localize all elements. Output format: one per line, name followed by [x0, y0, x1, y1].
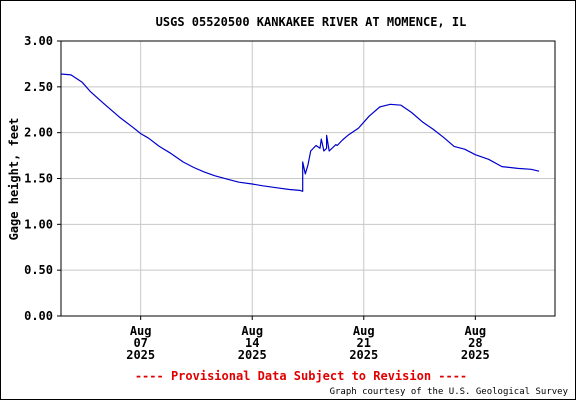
x-tick-label: 07	[133, 336, 147, 350]
y-tick-label: 1.00	[24, 217, 53, 231]
x-tick-label: Aug	[130, 324, 152, 338]
x-tick-label: Aug	[241, 324, 263, 338]
x-tick-label: 2025	[238, 348, 267, 362]
y-tick-label: 1.50	[24, 172, 53, 186]
x-tick-label: 21	[357, 336, 371, 350]
y-tick-labels: 0.00 0.50 1.00 1.50 2.00 2.50 3.00	[24, 34, 61, 323]
x-tick-label: Aug	[464, 324, 486, 338]
chart-title: USGS 05520500 KANKAKEE RIVER AT MOMENCE,…	[156, 15, 467, 29]
gage-height-series-line	[60, 73, 540, 192]
x-tick-label: Aug	[353, 324, 375, 338]
x-tick-label: 2025	[349, 348, 378, 362]
x-tick-label: 2025	[461, 348, 490, 362]
grid-layer	[61, 41, 555, 316]
y-tick-label: 2.50	[24, 80, 53, 94]
y-tick-label: 0.50	[24, 263, 53, 277]
y-tick-label: 2.00	[24, 126, 53, 140]
y-axis-label: Gage height, feet	[7, 118, 21, 241]
provisional-note: ---- Provisional Data Subject to Revisio…	[135, 369, 467, 383]
x-tick-label: 14	[245, 336, 259, 350]
x-tick-label: 28	[468, 336, 482, 350]
credit-note: Graph courtesy of the U.S. Geological Su…	[330, 387, 569, 397]
y-tick-label: 3.00	[24, 34, 53, 48]
y-tick-label: 0.00	[24, 309, 53, 323]
x-tick-label: 2025	[126, 348, 155, 362]
